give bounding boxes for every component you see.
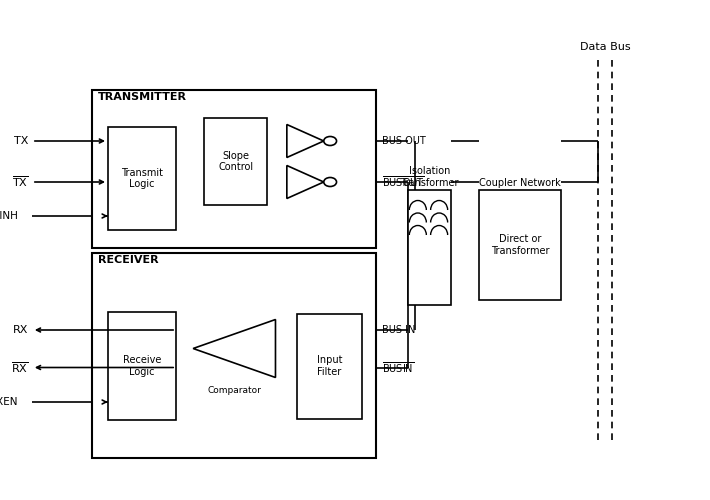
- Text: Comparator: Comparator: [207, 386, 261, 395]
- Text: $\overline{\rm TX}$: $\overline{\rm TX}$: [12, 174, 28, 190]
- Text: TXINH: TXINH: [0, 211, 18, 221]
- Bar: [108, 312, 176, 420]
- Text: $\overline{\rm RX}$: $\overline{\rm RX}$: [11, 360, 28, 375]
- Text: Coupler Network: Coupler Network: [479, 178, 561, 188]
- Text: Transmit
Logic: Transmit Logic: [121, 168, 163, 190]
- Bar: [204, 118, 267, 205]
- Text: Input
Filter: Input Filter: [317, 355, 342, 377]
- Text: RECEIVER: RECEIVER: [98, 255, 158, 265]
- Text: RX: RX: [13, 325, 28, 335]
- Bar: [108, 127, 176, 230]
- Bar: [297, 314, 362, 418]
- Text: Direct or
Transformer: Direct or Transformer: [491, 234, 550, 256]
- Text: Slope
Control: Slope Control: [218, 150, 253, 172]
- Text: RXEN: RXEN: [0, 397, 18, 407]
- Text: BUS IN: BUS IN: [382, 325, 415, 335]
- Bar: [92, 90, 376, 248]
- Text: Isolation
Transformer: Isolation Transformer: [400, 166, 459, 188]
- Text: BUS OUT: BUS OUT: [382, 136, 426, 146]
- Bar: [479, 190, 561, 300]
- Text: Data Bus: Data Bus: [579, 42, 630, 52]
- Text: TX: TX: [14, 136, 28, 146]
- Text: TRANSMITTER: TRANSMITTER: [98, 92, 187, 102]
- Text: $\overline{\rm BUS OUT}$: $\overline{\rm BUS OUT}$: [382, 174, 425, 190]
- Bar: [92, 252, 376, 458]
- Bar: [408, 190, 451, 305]
- Text: Receive
Logic: Receive Logic: [123, 355, 161, 377]
- Text: $\overline{\rm BUS IN}$: $\overline{\rm BUS IN}$: [382, 360, 414, 375]
